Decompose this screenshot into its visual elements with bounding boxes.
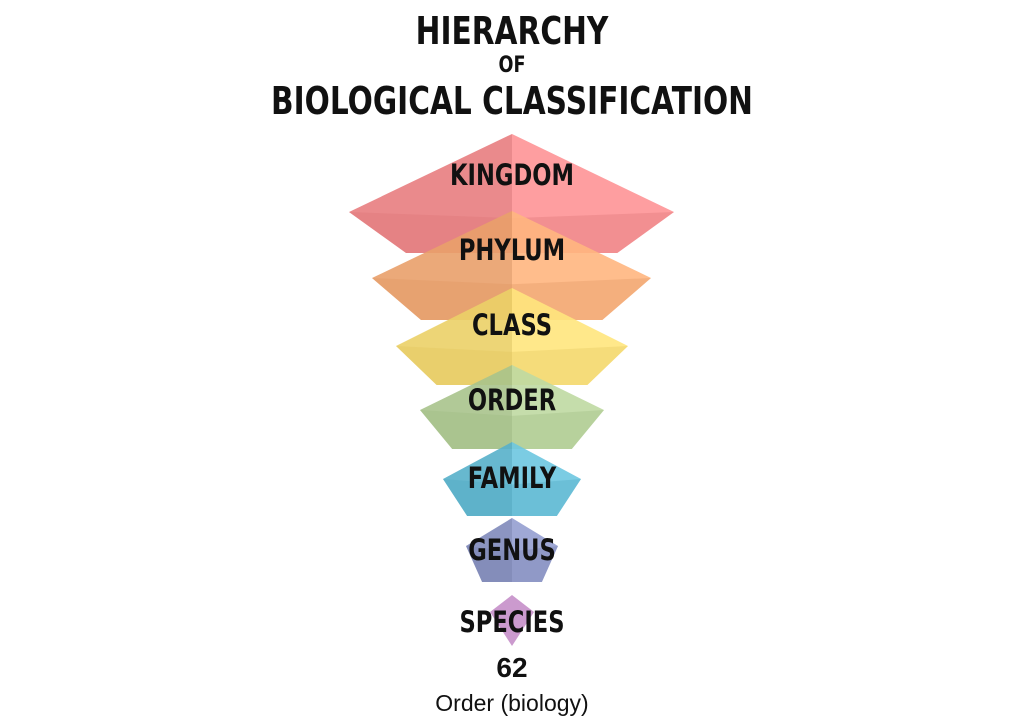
level-label-class: CLASS bbox=[472, 309, 552, 342]
level-label-genus: GENUS bbox=[468, 534, 556, 567]
level-shape-right bbox=[512, 518, 558, 582]
title-line-biological-classification: BIOLOGICAL CLASSIFICATION bbox=[271, 79, 753, 123]
diagram-title: HIERARCHY OF BIOLOGICAL CLASSIFICATION bbox=[0, 8, 1024, 124]
level-shape-left bbox=[466, 518, 512, 582]
level-shape-facet bbox=[443, 479, 581, 516]
level-shape-left bbox=[372, 211, 512, 320]
level-label-family: FAMILY bbox=[468, 462, 558, 495]
level-label-phylum: PHYLUM bbox=[459, 234, 565, 267]
level-shape-right bbox=[512, 288, 628, 385]
level-label-order: ORDER bbox=[468, 384, 556, 417]
level-shape-facet bbox=[420, 410, 604, 449]
level-family: FAMILY bbox=[443, 442, 581, 516]
level-order: ORDER bbox=[420, 365, 604, 449]
level-shape-right bbox=[512, 442, 581, 516]
level-shape-left bbox=[420, 365, 512, 449]
level-shape-left bbox=[349, 134, 512, 253]
level-shape-left bbox=[396, 288, 512, 385]
level-phylum: PHYLUM bbox=[372, 211, 651, 320]
level-shape-facet bbox=[466, 546, 558, 582]
level-shape-right bbox=[512, 365, 604, 449]
level-label-kingdom: KINGDOM bbox=[450, 159, 574, 192]
caption-text: Order (biology) bbox=[435, 690, 589, 716]
level-species: SPECIES bbox=[459, 595, 565, 646]
level-shape-species bbox=[490, 595, 534, 646]
title-line-hierarchy: HIERARCHY bbox=[415, 9, 609, 53]
level-shape-left bbox=[443, 442, 512, 516]
title-line-of: OF bbox=[498, 53, 526, 78]
caption-number: 62 bbox=[496, 652, 528, 683]
level-shape-right bbox=[512, 134, 674, 253]
level-genus: GENUS bbox=[466, 518, 558, 582]
level-label-species: SPECIES bbox=[459, 606, 564, 639]
level-shape-right bbox=[512, 211, 651, 320]
